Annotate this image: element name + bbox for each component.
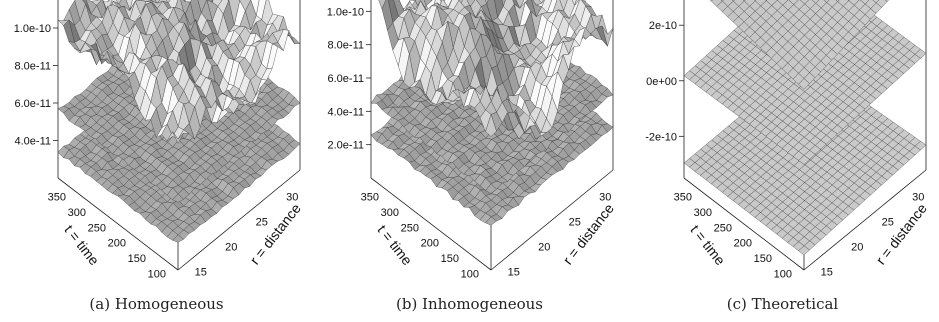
surface-layer-3 bbox=[709, 0, 889, 90]
t-tick-label: 150 bbox=[754, 253, 772, 265]
surface-cell bbox=[485, 183, 497, 194]
surface-cell bbox=[501, 0, 506, 8]
t-tick-label: 300 bbox=[68, 207, 86, 219]
caption-inhomogeneous: (b) Inhomogeneous bbox=[395, 295, 543, 313]
r-tick-label: 25 bbox=[256, 216, 268, 228]
t-tick-label: 200 bbox=[421, 238, 439, 250]
r-axis-label: r = distance bbox=[872, 200, 930, 267]
surface-cell bbox=[720, 0, 724, 2]
z-tick-label: 6.0e-11 bbox=[15, 98, 52, 110]
surface-cell bbox=[165, 0, 171, 4]
z-tick-label: 2.0e-11 bbox=[328, 140, 365, 152]
r-tick-label: 20 bbox=[538, 241, 550, 253]
surface-cell bbox=[884, 0, 889, 2]
t-tick-label: 300 bbox=[694, 207, 712, 219]
surface-cell bbox=[742, 0, 746, 2]
t-tick-label: 350 bbox=[48, 192, 66, 204]
panel-homogeneous: 4.0e-116.0e-118.0e-111.0e-101.2e-1010015… bbox=[0, 0, 313, 322]
r-tick-label: 20 bbox=[851, 241, 863, 253]
caption-homogeneous: (a) Homogeneous bbox=[89, 295, 224, 313]
r-tick-label: 30 bbox=[286, 191, 298, 203]
t-tick-label: 100 bbox=[774, 268, 792, 280]
t-tick-label: 100 bbox=[461, 268, 479, 280]
surface-cell bbox=[172, 234, 184, 243]
surface-plot-theoretical: -2e-100e+002e-104e-10100150200250300350t… bbox=[645, 0, 930, 280]
t-tick-label: 350 bbox=[674, 192, 692, 204]
surface-cell bbox=[485, 0, 489, 5]
r-tick-label: 15 bbox=[821, 266, 833, 278]
t-tick-label: 200 bbox=[734, 238, 752, 250]
surface-cell bbox=[485, 113, 497, 137]
t-tick-label: 250 bbox=[88, 222, 106, 234]
surface-cell bbox=[823, 0, 830, 3]
r-tick-label: 15 bbox=[508, 266, 520, 278]
r-axis-label: r = distance bbox=[246, 200, 304, 267]
surface-cell bbox=[172, 193, 184, 203]
surface-cell bbox=[709, 0, 713, 2]
surface-cell bbox=[172, 131, 184, 144]
t-tick-label: 200 bbox=[108, 238, 126, 250]
surface-cell bbox=[872, 0, 880, 4]
surface-plot-homogeneous: 4.0e-116.0e-118.0e-111.0e-101.2e-1010015… bbox=[14, 0, 304, 280]
t-tick-label: 250 bbox=[714, 222, 732, 234]
surface-cell bbox=[798, 245, 810, 256]
r-tick-label: 20 bbox=[225, 241, 237, 253]
z-tick-label: 1.0e-10 bbox=[327, 6, 364, 18]
r-tick-label: 30 bbox=[912, 191, 924, 203]
t-tick-label: 350 bbox=[361, 192, 379, 204]
z-tick-label: 8.0e-11 bbox=[15, 61, 52, 73]
r-tick-label: 30 bbox=[599, 191, 611, 203]
z-tick-label: 8.0e-11 bbox=[328, 40, 365, 52]
panel-inhomogeneous: 2.0e-114.0e-116.0e-118.0e-111.0e-101.2e-… bbox=[313, 0, 626, 322]
surface-cell bbox=[798, 155, 810, 165]
z-tick-label: 1.0e-10 bbox=[14, 23, 51, 35]
surface-cell bbox=[798, 78, 810, 90]
t-tick-label: 100 bbox=[148, 268, 166, 280]
t-tick-label: 250 bbox=[401, 222, 419, 234]
surface-cell bbox=[571, 0, 577, 6]
z-tick-label: -2e-10 bbox=[645, 131, 677, 143]
surface-cell bbox=[835, 0, 840, 2]
r-tick-label: 15 bbox=[195, 266, 207, 278]
surface-cell bbox=[115, 0, 122, 5]
panel-theoretical: -2e-100e+002e-104e-10100150200250300350t… bbox=[626, 0, 939, 322]
surface-plot-inhomogeneous: 2.0e-114.0e-116.0e-118.0e-111.0e-101.2e-… bbox=[327, 0, 617, 280]
t-tick-label: 150 bbox=[128, 253, 146, 265]
t-tick-label: 150 bbox=[441, 253, 459, 265]
surface-cell bbox=[154, 0, 161, 4]
z-tick-label: 6.0e-11 bbox=[328, 73, 365, 85]
surface-layer-3 bbox=[378, 0, 614, 140]
surface-cell bbox=[731, 0, 735, 2]
caption-theoretical: (c) Theoretical bbox=[726, 295, 839, 313]
surface-cell bbox=[485, 216, 497, 226]
surface-layer-3 bbox=[57, 0, 301, 144]
r-axis-label: r = distance bbox=[559, 200, 617, 267]
z-tick-label: 2e-10 bbox=[649, 20, 677, 32]
z-tick-label: 4.0e-11 bbox=[15, 136, 52, 148]
t-tick-label: 300 bbox=[381, 207, 399, 219]
r-tick-label: 25 bbox=[882, 216, 894, 228]
z-tick-label: 4.0e-11 bbox=[328, 106, 365, 118]
r-tick-label: 25 bbox=[569, 216, 581, 228]
z-tick-label: 0e+00 bbox=[646, 76, 677, 88]
